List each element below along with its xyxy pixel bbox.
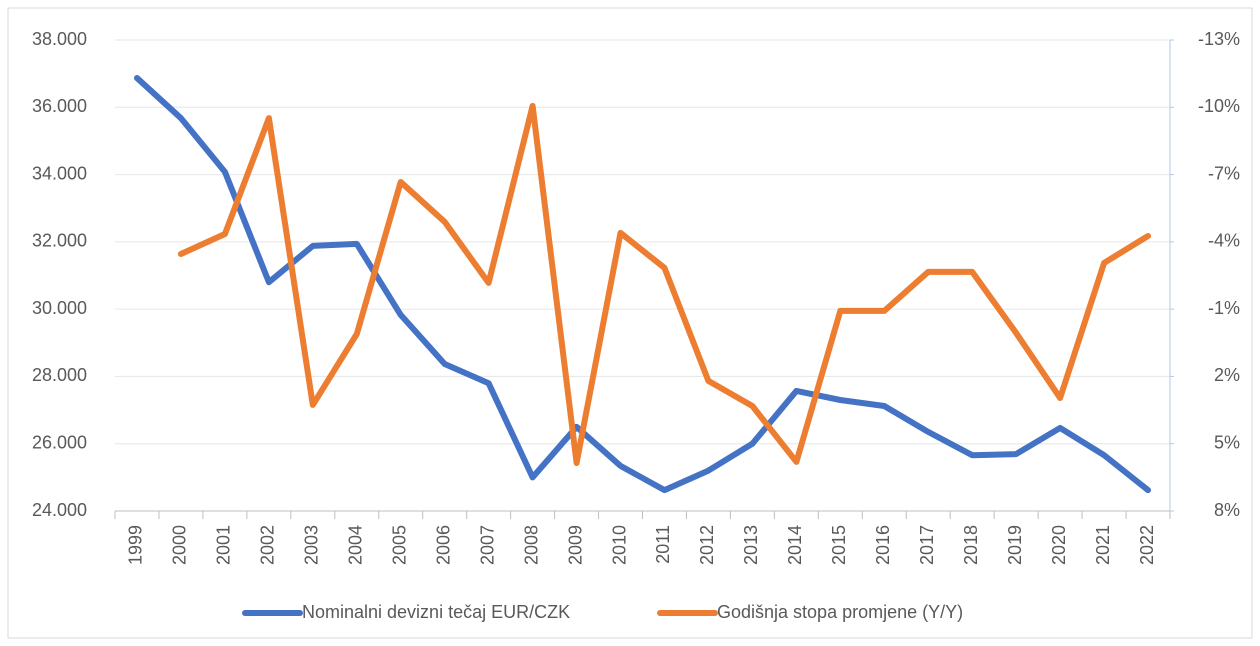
x-tick-label: 2006: [433, 525, 453, 565]
y2-tick-label: -1%: [1208, 298, 1240, 318]
x-tick-label: 2009: [565, 525, 585, 565]
x-tick-label: 2002: [258, 525, 278, 565]
x-tick-label: 2016: [873, 525, 893, 565]
series-line: [134, 75, 1151, 494]
y2-tick-label: -4%: [1208, 231, 1240, 251]
x-tick-label: 2014: [785, 525, 805, 565]
x-tick-label: 2011: [653, 525, 673, 564]
y2-tick-label: -7%: [1208, 163, 1240, 183]
x-tick-label: 1999: [126, 525, 146, 565]
x-tick-label: 2008: [521, 525, 541, 565]
x-tick-label: 2015: [829, 525, 849, 565]
x-tick-label: 2020: [1049, 525, 1069, 565]
y2-tick-label: 8%: [1214, 500, 1240, 520]
y-tick-label: 38.000: [32, 29, 87, 49]
y2-tick-label: -10%: [1198, 96, 1240, 116]
chart-border: [7, 7, 1253, 639]
legend-label: Godišnja stopa promjene (Y/Y): [717, 602, 963, 622]
y2-tick-label: 2%: [1214, 365, 1240, 385]
x-tick-label: 2000: [170, 525, 190, 565]
y-tick-label: 34.000: [32, 163, 87, 183]
x-tick-label: 2004: [346, 525, 366, 565]
x-tick-label: 2001: [214, 525, 234, 565]
x-tick-label: 2003: [302, 525, 322, 565]
y2-tick-label: 5%: [1214, 432, 1240, 452]
x-tick-label: 2021: [1093, 525, 1113, 565]
x-tick-label: 2007: [477, 525, 497, 565]
x-tick-label: 2022: [1137, 525, 1157, 565]
y-tick-label: 32.000: [32, 231, 87, 251]
y-tick-label: 30.000: [32, 298, 87, 318]
y-tick-label: 28.000: [32, 365, 87, 385]
x-tick-label: 2013: [741, 525, 761, 565]
x-tick-label: 2017: [917, 525, 937, 565]
series-line: [177, 102, 1151, 466]
x-tick-label: 2018: [961, 525, 981, 565]
x-tick-label: 2005: [389, 525, 409, 565]
x-tick-label: 2012: [697, 525, 717, 565]
y2-tick-label: -13%: [1198, 29, 1240, 49]
y-tick-label: 36.000: [32, 96, 87, 116]
y-tick-label: 26.000: [32, 432, 87, 452]
legend-label: Nominalni devizni tečaj EUR/CZK: [302, 602, 570, 622]
y-tick-label: 24.000: [32, 500, 87, 520]
x-tick-label: 2019: [1005, 525, 1025, 565]
x-tick-label: 2010: [609, 525, 629, 565]
